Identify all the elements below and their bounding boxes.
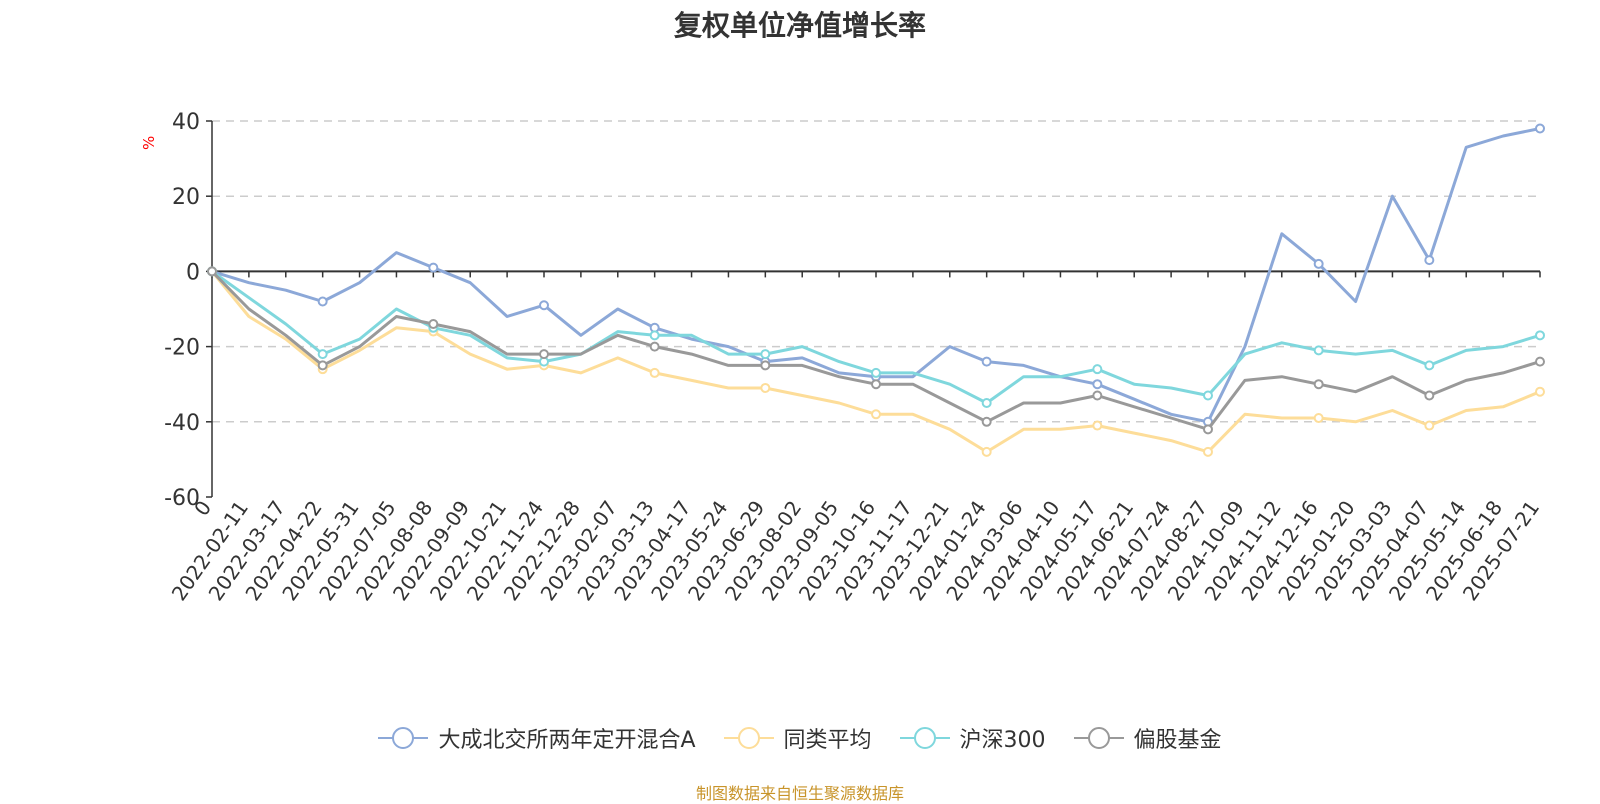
y-tick-label: -60 — [164, 486, 200, 511]
data-point — [649, 330, 660, 341]
line-chart: 40200-20-40-6002022-02-112022-03-172022-… — [164, 110, 1545, 605]
data-point — [981, 446, 992, 457]
axes — [206, 120, 1541, 498]
data-point — [1313, 379, 1324, 390]
legend-marker-icon — [723, 727, 774, 749]
legend-circle — [1087, 727, 1110, 749]
legend-circle — [913, 727, 936, 749]
data-point — [317, 360, 328, 371]
data-point — [1535, 330, 1545, 341]
data-point — [1313, 258, 1324, 269]
data-point — [1424, 420, 1435, 431]
data-point — [1424, 390, 1435, 401]
data-point — [871, 379, 881, 390]
legend-marker-icon — [899, 727, 950, 749]
data-point — [1092, 364, 1103, 375]
tick-labels: 40200-20-40-6002022-02-112022-03-172022-… — [164, 110, 1544, 605]
data-point — [428, 262, 439, 273]
data-point — [1203, 446, 1213, 457]
data-point — [871, 409, 881, 420]
data-point — [760, 382, 771, 393]
legend-label: 大成北交所两年定开混合A — [438, 728, 696, 753]
data-point — [1092, 390, 1103, 401]
legend-label: 偏股基金 — [1133, 728, 1222, 753]
series-line-4 — [210, 270, 1541, 431]
legend-item-4[interactable]: 偏股基金 — [1073, 722, 1222, 754]
data-point — [1313, 345, 1324, 356]
y-tick-label: 0 — [186, 260, 200, 285]
data-point — [760, 349, 771, 360]
legend-item-1[interactable]: 大成北交所两年定开混合A — [378, 722, 696, 754]
legend-circle — [392, 727, 415, 749]
data-point — [317, 296, 328, 307]
data-point — [1535, 356, 1545, 367]
legend-marker-icon — [1073, 727, 1124, 749]
data-point — [317, 349, 328, 360]
data-point — [428, 319, 439, 330]
series-lines — [207, 123, 1545, 457]
data-point — [981, 416, 992, 427]
legend-label: 沪深300 — [959, 728, 1046, 753]
data-point — [207, 266, 217, 277]
legend-item-3[interactable]: 沪深300 — [899, 722, 1046, 754]
data-point — [539, 300, 549, 311]
data-point — [1313, 413, 1324, 424]
data-source-note: 制图数据来自恒生聚源数据库 — [695, 784, 904, 803]
data-point — [1424, 255, 1435, 266]
data-point — [981, 356, 992, 367]
chart-title: 复权单位净值增长率 — [673, 9, 926, 42]
y-tick-label: 20 — [172, 185, 200, 210]
data-point — [1424, 360, 1435, 371]
data-point — [1203, 390, 1213, 401]
data-point — [760, 360, 771, 371]
x-tick-label: 0 — [189, 496, 216, 520]
data-point — [981, 398, 992, 408]
data-point — [1092, 379, 1103, 390]
y-tick-label: -20 — [164, 336, 200, 361]
legend: 大成北交所两年定开混合A 同类平均 沪深300 偏股基金 — [0, 722, 1600, 754]
data-point — [1535, 386, 1545, 397]
data-point — [649, 341, 660, 352]
data-point — [649, 367, 660, 378]
y-tick-label: -40 — [164, 411, 200, 436]
data-point — [1203, 424, 1213, 435]
y-tick-label: 40 — [172, 110, 200, 135]
legend-marker-icon — [378, 727, 429, 749]
data-point — [539, 349, 549, 360]
data-point — [871, 367, 881, 378]
legend-label: 同类平均 — [783, 728, 872, 753]
legend-circle — [737, 727, 760, 749]
data-point — [1535, 123, 1545, 134]
series-line-2 — [210, 270, 1541, 454]
data-point — [1092, 420, 1103, 431]
legend-item-2[interactable]: 同类平均 — [723, 722, 872, 754]
